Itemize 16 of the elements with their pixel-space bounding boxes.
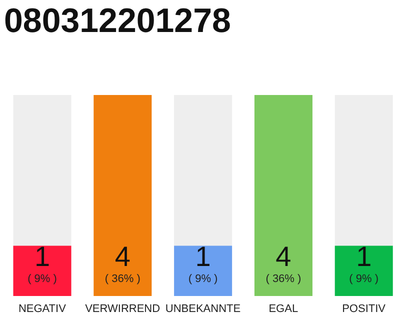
annotation: ( 36% ) — [104, 273, 140, 285]
data-label: 1 — [356, 241, 372, 272]
chart-title: 080312201278 — [4, 2, 231, 41]
data-label: 1 — [195, 241, 211, 272]
annotation: ( 36% ) — [266, 273, 302, 285]
x-tick-label: VERWIRREND — [85, 302, 160, 315]
data-label: 4 — [114, 241, 130, 272]
data-label: 4 — [276, 241, 292, 272]
annotation: ( 9% ) — [28, 273, 57, 285]
x-tick-label: POSITIV — [342, 302, 386, 315]
annotation: ( 9% ) — [349, 273, 379, 285]
annotation: ( 9% ) — [188, 273, 218, 285]
x-tick-label: EGAL — [268, 302, 298, 315]
data-label: 1 — [34, 241, 50, 272]
x-tick-label: UNBEKANNTE — [165, 302, 241, 315]
x-tick-label: NEGATIV — [18, 302, 67, 315]
